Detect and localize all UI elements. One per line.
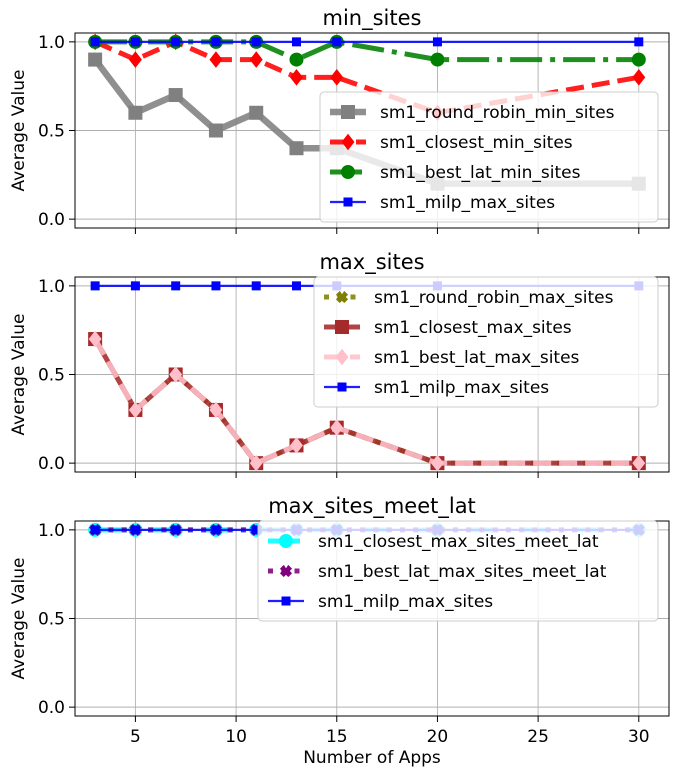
data-point — [332, 37, 342, 47]
data-point — [130, 37, 140, 47]
y-axis-label: Average Value — [9, 314, 29, 436]
chart-panel-min-sites: 0.0 0.5 1.0 min_sites Average Value sm1_round… — [9, 6, 670, 234]
legend-swatch-marker — [279, 534, 293, 548]
data-point — [251, 37, 261, 47]
data-point — [211, 525, 221, 535]
x-tick-label: 10 — [225, 727, 247, 747]
x-axis-label: Number of Apps — [303, 748, 441, 768]
y-tick-label: 0.0 — [38, 210, 65, 230]
y-tick-label: 1.0 — [38, 277, 65, 297]
data-point — [330, 419, 344, 436]
legend-box — [319, 91, 659, 223]
y-tick-label: 0.5 — [38, 366, 65, 386]
y-tick-label: 0.5 — [38, 122, 65, 142]
data-point — [168, 88, 183, 103]
data-point — [290, 437, 303, 454]
data-point — [249, 105, 264, 120]
legend: sm1_closest_max_sites_meet_lat sm1_best_l… — [257, 520, 659, 622]
chart-panel-max-sites: 0.0 0.5 1.0 max_sites Average Value sm1_round… — [9, 250, 670, 478]
legend-swatch-marker — [335, 320, 349, 334]
data-point — [249, 454, 263, 472]
legend-swatch-marker — [335, 348, 349, 366]
data-point — [432, 37, 442, 47]
legend: sm1_round_robin_max_sites sm1_closest_max… — [313, 276, 659, 408]
legend-label: sm1_best_lat_min_sites — [380, 163, 581, 183]
data-point — [634, 37, 644, 47]
data-point — [130, 525, 140, 535]
data-point — [430, 454, 444, 472]
y-axis-label: Average Value — [9, 70, 29, 192]
legend-swatch-marker — [335, 290, 349, 304]
data-point — [171, 37, 181, 47]
data-point — [430, 52, 445, 67]
data-point — [171, 525, 181, 535]
data-point — [631, 52, 646, 67]
data-point — [128, 105, 143, 120]
legend-label: sm1_round_robin_max_sites — [374, 288, 614, 308]
chart-title: min_sites — [323, 6, 422, 31]
legend-label: sm1_best_lat_max_sites — [374, 348, 580, 368]
data-point — [632, 454, 646, 472]
legend-label: sm1_best_lat_max_sites_meet_lat — [318, 562, 607, 582]
y-tick-label: 0.0 — [38, 454, 65, 474]
x-tick-label: 15 — [326, 727, 348, 747]
legend-swatch-marker — [341, 133, 355, 151]
legend-label: sm1_closest_max_sites_meet_lat — [318, 532, 599, 552]
data-point — [171, 281, 181, 291]
data-point — [290, 69, 303, 86]
legend: sm1_round_robin_min_sites sm1_closest_min… — [319, 91, 659, 223]
x-tick-label: 20 — [427, 727, 449, 747]
legend-swatch-marker — [341, 105, 355, 119]
data-point — [208, 123, 223, 138]
legend-label: sm1_round_robin_min_sites — [380, 103, 615, 123]
data-point — [330, 69, 344, 86]
data-point — [90, 37, 100, 47]
y-tick-label: 0.5 — [38, 610, 65, 630]
data-point — [251, 281, 261, 291]
legend-swatch-marker — [279, 564, 293, 578]
y-axis-label: Average Value — [9, 558, 29, 680]
data-point — [209, 51, 223, 68]
chart-title: max_sites_meet_lat — [268, 494, 476, 519]
legend-label: sm1_closest_max_sites — [374, 318, 572, 338]
data-point — [169, 366, 183, 383]
data-point — [90, 525, 100, 535]
data-point — [130, 281, 140, 291]
y-tick-label: 1.0 — [38, 521, 65, 541]
data-point — [289, 52, 304, 67]
data-point — [209, 401, 223, 419]
legend-label: sm1_closest_min_sites — [380, 133, 573, 153]
series-sm1-best-lat-max-sites — [88, 330, 646, 472]
data-point — [291, 37, 301, 47]
data-point — [88, 52, 103, 67]
data-point — [90, 281, 100, 291]
legend-swatch-marker — [281, 596, 291, 606]
data-point — [249, 51, 263, 68]
chart-panel-max-sites-meet-lat: 5 10 15 20 25 30 0.0 0.5 1.0 max_sites_meet_lat Av… — [9, 494, 670, 768]
y-tick-label: 1.0 — [38, 33, 65, 53]
data-point — [88, 330, 102, 348]
series-sm1-milp-max-sites — [90, 37, 644, 47]
chart-title: max_sites — [319, 250, 424, 275]
data-point — [291, 281, 301, 291]
data-point — [128, 401, 142, 419]
data-point — [128, 51, 142, 68]
legend-swatch-marker — [343, 197, 353, 207]
data-point — [289, 141, 304, 156]
data-point — [211, 281, 221, 291]
data-point — [632, 69, 646, 86]
legend-box — [257, 520, 659, 622]
legend-swatch-marker — [337, 382, 347, 392]
legend-box — [313, 276, 659, 408]
data-point — [211, 37, 221, 47]
legend-label: sm1_milp_max_sites — [374, 378, 549, 398]
x-tick-label: 25 — [527, 727, 549, 747]
legend-label: sm1_milp_max_sites — [318, 592, 493, 612]
x-tick-label: 5 — [130, 727, 141, 747]
x-tick-label: 30 — [628, 727, 650, 747]
legend-label: sm1_milp_max_sites — [380, 193, 555, 213]
y-tick-label: 0.0 — [38, 698, 65, 718]
legend-swatch-marker — [341, 165, 355, 179]
